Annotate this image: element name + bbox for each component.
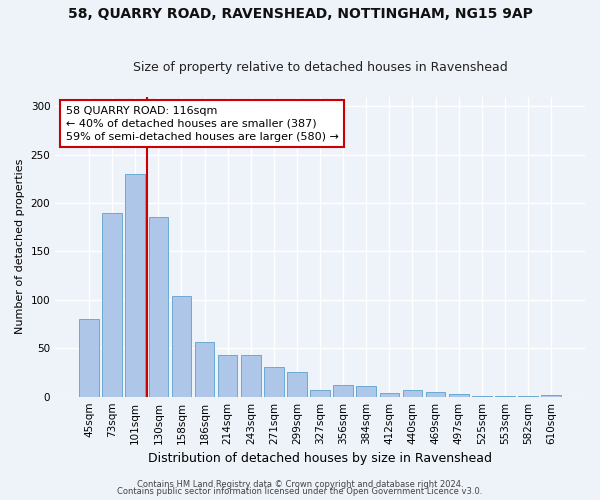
Bar xyxy=(334,385,353,396)
Bar xyxy=(125,174,145,396)
Bar xyxy=(449,394,469,396)
Text: Contains HM Land Registry data © Crown copyright and database right 2024.: Contains HM Land Registry data © Crown c… xyxy=(137,480,463,489)
Bar xyxy=(264,366,284,396)
Bar xyxy=(103,212,122,396)
Text: 58 QUARRY ROAD: 116sqm
← 40% of detached houses are smaller (387)
59% of semi-de: 58 QUARRY ROAD: 116sqm ← 40% of detached… xyxy=(66,106,338,142)
Y-axis label: Number of detached properties: Number of detached properties xyxy=(15,159,25,334)
Bar xyxy=(195,342,214,396)
Bar xyxy=(380,393,399,396)
Bar xyxy=(172,296,191,396)
X-axis label: Distribution of detached houses by size in Ravenshead: Distribution of detached houses by size … xyxy=(148,452,492,465)
Text: Contains public sector information licensed under the Open Government Licence v3: Contains public sector information licen… xyxy=(118,488,482,496)
Bar xyxy=(403,390,422,396)
Bar xyxy=(287,372,307,396)
Bar xyxy=(79,319,99,396)
Bar xyxy=(241,355,260,397)
Bar xyxy=(426,392,445,396)
Title: Size of property relative to detached houses in Ravenshead: Size of property relative to detached ho… xyxy=(133,62,508,74)
Bar xyxy=(149,216,168,396)
Bar xyxy=(541,394,561,396)
Bar xyxy=(310,390,330,396)
Text: 58, QUARRY ROAD, RAVENSHEAD, NOTTINGHAM, NG15 9AP: 58, QUARRY ROAD, RAVENSHEAD, NOTTINGHAM,… xyxy=(68,8,532,22)
Bar xyxy=(356,386,376,396)
Bar xyxy=(218,355,238,397)
